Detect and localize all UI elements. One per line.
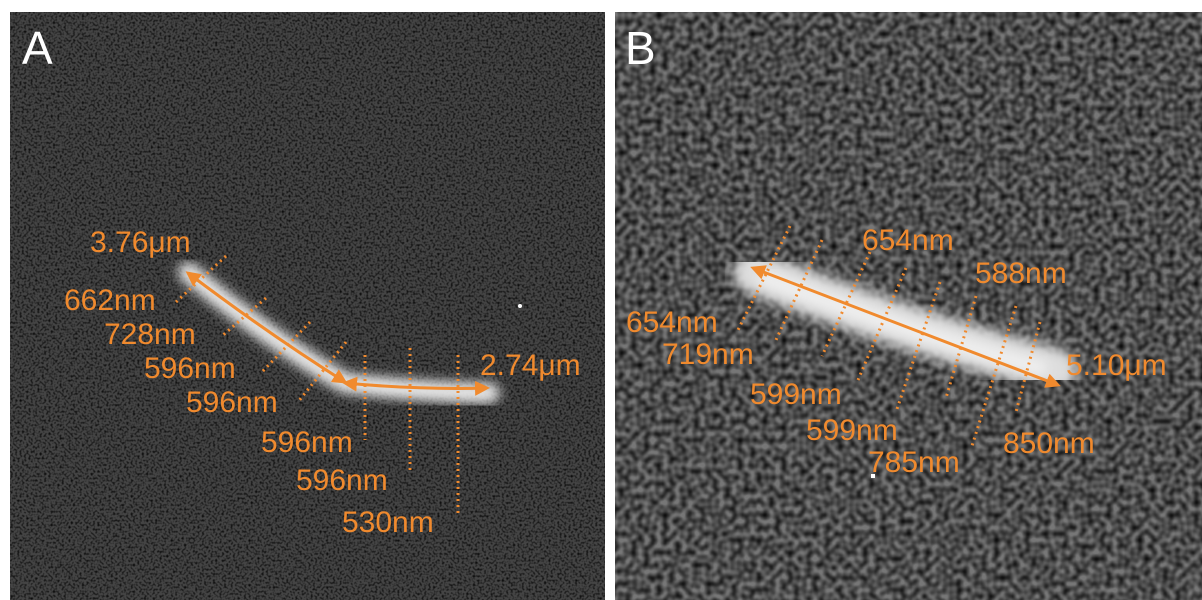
speck xyxy=(871,474,875,478)
annotation: 596nm xyxy=(144,352,236,385)
panel-label: B xyxy=(625,22,656,74)
panel-b: B 654nm 588nm 654nm 719nm 5.10μm 599nm 5… xyxy=(615,12,1202,600)
annotation: 2.74μm xyxy=(480,349,581,382)
annotation: 719nm xyxy=(662,338,754,371)
length-arrow xyxy=(750,265,1061,388)
annotation: 5.10μm xyxy=(1066,349,1167,382)
annotation: 599nm xyxy=(806,414,898,447)
length-arrow xyxy=(342,376,490,396)
annotation: 530nm xyxy=(342,506,434,539)
annotation: 850nm xyxy=(1003,427,1095,460)
annotation: 785nm xyxy=(868,446,960,479)
annotation: 596nm xyxy=(186,386,278,419)
length-arrow xyxy=(185,271,348,384)
annotation: 654nm xyxy=(626,306,718,339)
width-lines xyxy=(174,254,460,517)
annotation: 596nm xyxy=(296,464,388,497)
annotation: 662nm xyxy=(64,284,156,317)
annotation: 3.76μm xyxy=(90,226,191,259)
width-lines xyxy=(736,225,1042,447)
annotation: 588nm xyxy=(975,257,1067,290)
annotation: 728nm xyxy=(104,318,196,351)
panel-a: A 3.76μm 662nm 728nm 596nm 596nm 596nm 5… xyxy=(10,12,605,600)
annotation: 654nm xyxy=(862,224,954,257)
speck xyxy=(518,304,522,308)
panel-label: A xyxy=(22,22,53,74)
annotation: 599nm xyxy=(750,378,842,411)
annotation: 596nm xyxy=(261,426,353,459)
